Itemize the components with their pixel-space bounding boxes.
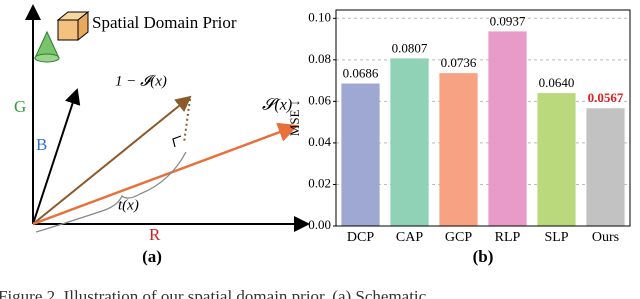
x-tick-label: SLP — [544, 230, 568, 245]
y-tick-label: 0.04 — [308, 134, 331, 149]
value-label: 0.0640 — [539, 75, 575, 90]
x-tick-label: Ours — [592, 230, 619, 245]
x-tick-label: DCP — [347, 230, 374, 245]
bar — [341, 83, 380, 227]
axis-label: G — [14, 97, 26, 116]
diagram: Spatial Domain Prior G B R 1 − 𝓘(x) 𝓢(x)… — [14, 4, 310, 266]
cube-icon — [34, 10, 90, 63]
axis-label: R — [149, 225, 161, 244]
brace — [35, 151, 187, 233]
axis-b — [32, 88, 81, 225]
y-tick-label: 0.02 — [308, 175, 331, 190]
panel-label: (a) — [142, 247, 162, 266]
value-label: 0.0567 — [588, 90, 624, 105]
value-label: 0.0807 — [392, 40, 428, 55]
value-label: 0.0736 — [441, 55, 477, 70]
x-tick-label: CAP — [396, 230, 423, 245]
projection — [183, 98, 191, 144]
y-tick-label: 0.06 — [308, 92, 331, 107]
value-label: 0.0686 — [343, 66, 379, 81]
y-tick-label: 0.10 — [308, 9, 331, 24]
brace-label: t(x) — [118, 197, 139, 213]
bar — [390, 58, 429, 227]
vector-label: 1 − 𝓘(x) — [115, 73, 167, 89]
vector-label: 𝓢(x) — [262, 97, 292, 114]
value-label: 0.0937 — [490, 13, 526, 28]
panel-label: (b) — [473, 247, 494, 266]
y-axis-label: MSE ↓ — [287, 100, 302, 136]
axis-label: B — [36, 135, 47, 154]
diagram-title: Spatial Domain Prior — [92, 13, 237, 32]
x-tick-label: RLP — [495, 230, 521, 245]
y-tick-label: 0.00 — [308, 217, 331, 232]
chart: 0.00 0.02 0.04 0.06 0.08 0.10 MSE ↓ 0.0686 DCP 0.… — [287, 9, 631, 266]
right-angle — [172, 135, 182, 148]
caption: Figure 2. Illustration of our spatial do… — [0, 287, 427, 299]
vector-i — [32, 95, 192, 225]
bar — [488, 31, 527, 227]
bar — [537, 93, 576, 226]
bar — [439, 73, 478, 226]
bar — [586, 108, 625, 226]
x-tick-label: GCP — [445, 230, 472, 245]
y-tick-label: 0.08 — [308, 51, 331, 66]
vector-s — [32, 122, 299, 226]
plot-frame — [335, 9, 631, 227]
